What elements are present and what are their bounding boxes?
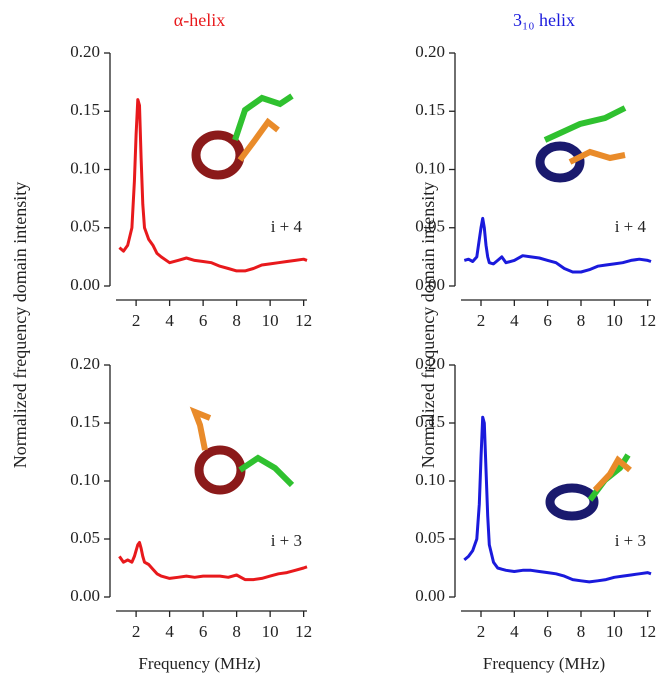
y-tick-label: 0.10: [415, 470, 445, 489]
data-line: [463, 415, 652, 584]
x-tick-label: 10: [606, 311, 623, 330]
y-tick-label: 0.15: [415, 412, 445, 431]
x-tick-label: 10: [262, 311, 279, 330]
molecule-illustration: [191, 93, 294, 180]
y-tick-label: 0.00: [415, 275, 445, 294]
data-line: [118, 98, 308, 273]
x-tick-label: 2: [132, 622, 141, 641]
y-tick-label: 0.05: [415, 217, 445, 236]
y-tick-label: 0.15: [70, 412, 100, 431]
x-tick-label: 12: [639, 311, 656, 330]
x-tick-label: 2: [477, 311, 486, 330]
y-tick-label: 0.20: [415, 42, 445, 61]
x-tick-label: 2: [132, 311, 141, 330]
data-line: [118, 541, 308, 582]
chart-title: 3₁₀ helix: [513, 10, 575, 30]
x-tick-label: 6: [543, 622, 552, 641]
x-tick-label: 10: [262, 622, 279, 641]
y-tick-label: 0.20: [415, 354, 445, 373]
y-tick-label: 0.15: [70, 100, 100, 119]
molecule-illustration: [189, 406, 295, 495]
molecule-illustration: [535, 105, 627, 183]
x-tick-label: 12: [295, 311, 312, 330]
x-tick-label: 8: [232, 311, 241, 330]
x-tick-label: 4: [510, 622, 519, 641]
y-tick-label: 0.05: [70, 217, 100, 236]
y-tick-label: 0.00: [70, 275, 100, 294]
y-tick-label: 0.15: [415, 100, 445, 119]
y-tick-label: 0.00: [70, 586, 100, 605]
y-tick-label: 0.10: [415, 158, 445, 177]
y-tick-label: 0.20: [70, 42, 100, 61]
data-line: [463, 216, 652, 274]
x-axis-label: Frequency (MHz): [483, 654, 605, 673]
y-tick-label: 0.05: [415, 528, 445, 547]
y-tick-label: 0.00: [415, 586, 445, 605]
x-tick-label: 4: [165, 622, 174, 641]
y-tick-label: 0.05: [70, 528, 100, 547]
x-tick-label: 8: [577, 311, 586, 330]
x-tick-label: 6: [199, 311, 208, 330]
x-tick-label: 2: [477, 622, 486, 641]
x-tick-label: 12: [295, 622, 312, 641]
x-tick-label: 12: [639, 622, 656, 641]
chart-title: α-helix: [174, 10, 225, 30]
annotation: i + 4: [271, 217, 303, 236]
molecule-illustration: [545, 453, 632, 521]
x-tick-label: 10: [606, 622, 623, 641]
annotation: i + 3: [271, 531, 302, 550]
x-tick-label: 8: [577, 622, 586, 641]
y-tick-label: 0.10: [70, 158, 100, 177]
x-tick-label: 4: [165, 311, 174, 330]
y-tick-label: 0.10: [70, 470, 100, 489]
y-axis-label: Normalized frequency domain intensity: [10, 182, 30, 468]
x-tick-label: 4: [510, 311, 519, 330]
annotation: i + 4: [615, 217, 647, 236]
annotation: i + 3: [615, 531, 646, 550]
x-tick-label: 6: [199, 622, 208, 641]
x-tick-label: 8: [232, 622, 241, 641]
x-axis-label: Frequency (MHz): [138, 654, 260, 673]
x-tick-label: 6: [543, 311, 552, 330]
y-axis-label: Normalized frequency domain intensity: [418, 182, 438, 468]
y-tick-label: 0.20: [70, 354, 100, 373]
